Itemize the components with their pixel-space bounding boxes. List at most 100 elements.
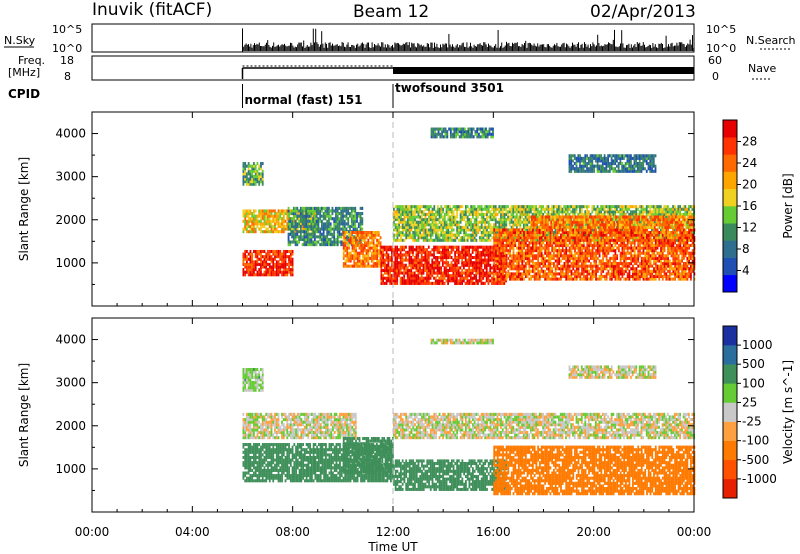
heatmap-cell	[459, 238, 462, 242]
heatmap-cell	[521, 220, 523, 224]
heatmap-cell	[329, 240, 332, 244]
heatmap-cell	[478, 258, 481, 262]
heatmap-cell	[431, 218, 434, 222]
heatmap-cell	[521, 212, 523, 216]
heatmap-cell	[422, 271, 425, 275]
heatmap-cell	[321, 219, 323, 223]
heatmap-cell	[672, 212, 674, 216]
heatmap-cell	[510, 233, 513, 237]
nsky-tick-low: 10^0	[52, 42, 82, 55]
heatmap-cell	[414, 225, 416, 229]
heatmap-cell	[254, 230, 257, 234]
heatmap-cell	[631, 210, 634, 214]
heatmap-cell	[292, 224, 295, 229]
heatmap-cell	[461, 212, 464, 216]
heatmap-cell	[509, 238, 511, 242]
heatmap-cell	[417, 228, 420, 232]
heatmap-cell	[308, 224, 311, 229]
heatmap-cell	[435, 233, 437, 237]
heatmap-cell	[335, 206, 337, 210]
heatmap-cell	[260, 212, 262, 216]
heatmap-cell	[299, 217, 302, 221]
heatmap-cell	[376, 259, 378, 263]
heatmap-cell	[521, 207, 523, 211]
heatmap-cell	[500, 225, 502, 229]
heatmap-cell	[524, 225, 527, 229]
heatmap-cell	[312, 232, 315, 236]
heatmap-cell	[353, 251, 356, 255]
heatmap-cell	[501, 233, 504, 237]
heatmap-cell	[436, 266, 439, 270]
heatmap-cell	[326, 237, 329, 241]
heatmap-cell	[242, 209, 245, 213]
heatmap-cell	[517, 246, 520, 250]
heatmap-cell	[403, 220, 406, 224]
heatmap-cell	[501, 207, 504, 211]
heatmap-cell	[365, 254, 368, 258]
heatmap-cell	[383, 276, 386, 280]
heatmap-cell	[372, 249, 375, 253]
heatmap-cell	[487, 276, 490, 280]
heatmap-cell	[347, 219, 350, 223]
heatmap-cell	[270, 257, 273, 261]
heatmap-cell	[328, 237, 330, 241]
heatmap-cell	[582, 205, 585, 209]
heatmap-cell	[470, 212, 473, 216]
heatmap-cell	[424, 279, 427, 283]
heatmap-cell	[477, 210, 480, 214]
heatmap-cell	[403, 210, 406, 214]
heatmap-cell	[289, 273, 292, 277]
heatmap-cell	[454, 233, 457, 237]
heatmap-cell	[289, 255, 292, 259]
heatmap-cell	[361, 222, 364, 226]
heatmap-cell	[284, 265, 287, 269]
heatmap-cell	[360, 236, 363, 240]
heatmap-cell	[340, 240, 343, 244]
heatmap-cell	[420, 255, 423, 260]
heatmap-cell	[405, 223, 408, 227]
heatmap-cell	[484, 223, 487, 227]
heatmap-cell	[591, 207, 594, 211]
heatmap-cell	[521, 267, 524, 271]
heatmap-cell	[516, 274, 518, 279]
heatmap-cell	[429, 230, 432, 235]
heatmap-cell	[447, 236, 450, 240]
heatmap-cell	[303, 240, 306, 244]
heatmap-cell	[457, 230, 460, 235]
heatmap-cell	[482, 228, 485, 232]
heatmap-cell	[428, 220, 430, 224]
heatmap-cell	[436, 207, 439, 211]
heatmap-cell	[473, 263, 476, 267]
heatmap-cell	[652, 210, 655, 214]
heatmap-cell	[464, 220, 467, 224]
heatmap-cell	[512, 254, 515, 258]
heatmap-cell	[382, 248, 385, 252]
heatmap-cell	[536, 225, 539, 229]
heatmap-cell	[673, 212, 676, 216]
heatmap-cell	[398, 233, 401, 237]
heatmap-cell	[608, 207, 611, 211]
heatmap-cell	[256, 260, 259, 264]
heatmap-cell	[684, 210, 687, 214]
heatmap-cell	[441, 248, 444, 252]
heatmap-cell	[441, 281, 444, 285]
heatmap-cell	[319, 237, 322, 241]
heatmap-cell	[522, 220, 525, 224]
heatmap-cell	[468, 253, 471, 257]
heatmap-cell	[353, 230, 356, 235]
heatmap-cell	[308, 214, 311, 218]
heatmap-cell	[436, 236, 439, 240]
heatmap-cell	[424, 248, 427, 252]
heatmap-cell	[321, 206, 323, 210]
heatmap-cell	[247, 230, 250, 234]
heatmap-cell	[261, 260, 264, 264]
heatmap-cell	[351, 246, 354, 250]
heatmap-cell	[505, 246, 508, 250]
heatmap-cell	[382, 263, 385, 267]
heatmap-cell	[545, 212, 548, 216]
heatmap-cell	[380, 261, 383, 265]
heatmap-cell	[489, 250, 492, 254]
heatmap-cell	[457, 220, 460, 224]
heatmap-cell	[514, 223, 516, 227]
heatmap-cell	[436, 261, 439, 265]
